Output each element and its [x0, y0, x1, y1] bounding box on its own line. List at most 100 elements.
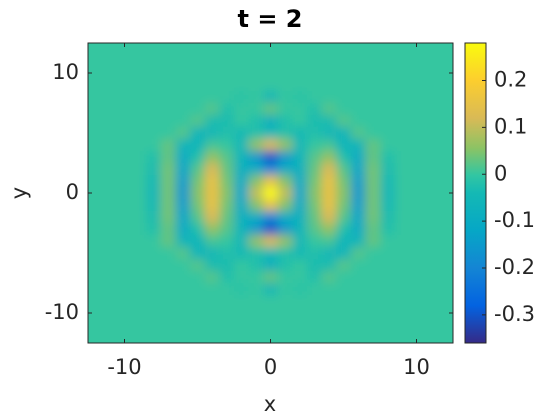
heatmap-cell — [380, 91, 396, 104]
heatmap-cell — [409, 103, 425, 116]
heatmap-cell — [234, 91, 250, 104]
heatmap-cell — [380, 187, 396, 200]
heatmap-cell — [336, 163, 352, 176]
heatmap-cell — [102, 223, 118, 236]
heatmap-cell — [117, 103, 133, 116]
heatmap-cell — [190, 259, 206, 272]
heatmap-cell — [380, 259, 396, 272]
heatmap-cell — [161, 259, 177, 272]
heatmap-cell — [175, 283, 191, 296]
heatmap-cell — [248, 127, 264, 140]
heatmap-cell — [263, 115, 279, 128]
heatmap-cell — [234, 283, 250, 296]
heatmap-cell — [409, 259, 425, 272]
heatmap-cell — [175, 67, 191, 80]
heatmap-cell — [292, 151, 308, 164]
heatmap-cell — [307, 283, 323, 296]
heatmap-cell — [102, 79, 118, 92]
heatmap-cell — [146, 259, 162, 272]
heatmap-cell — [380, 175, 396, 188]
heatmap-cell — [234, 211, 250, 224]
heatmap-cell — [409, 223, 425, 236]
heatmap-cell — [365, 211, 381, 224]
heatmap-cell — [292, 103, 308, 116]
heatmap-cell — [307, 79, 323, 92]
heatmap-cell — [204, 199, 220, 212]
heatmap-cell — [394, 139, 410, 152]
heatmap-cell — [336, 55, 352, 68]
heatmap-cell — [438, 43, 453, 56]
heatmap-cell — [117, 91, 133, 104]
heatmap-cell — [263, 199, 279, 212]
heatmap-cell — [234, 307, 250, 320]
heatmap-cell — [146, 163, 162, 176]
heatmap-cell — [423, 175, 439, 188]
heatmap-cell — [219, 151, 235, 164]
heatmap-cell — [321, 103, 337, 116]
heatmap-cell — [204, 175, 220, 188]
heatmap-cell — [117, 187, 133, 200]
heatmap-cell — [248, 151, 264, 164]
heatmap-cell — [321, 79, 337, 92]
heatmap-cell — [190, 79, 206, 92]
heatmap-cell — [146, 127, 162, 140]
x-tick-label: -10 — [107, 355, 141, 379]
heatmap-cell — [394, 247, 410, 260]
heatmap-cell — [365, 115, 381, 128]
heatmap-cell — [365, 151, 381, 164]
heatmap-cell — [161, 91, 177, 104]
heatmap-cell — [409, 175, 425, 188]
heatmap-cell — [234, 295, 250, 308]
heatmap-cell — [307, 271, 323, 284]
heatmap-cell — [423, 271, 439, 284]
heatmap-cell — [277, 163, 293, 176]
heatmap-cell — [321, 295, 337, 308]
heatmap-cell — [423, 307, 439, 320]
heatmap-cell — [380, 319, 396, 332]
heatmap-cell — [409, 319, 425, 332]
heatmap-cell — [190, 319, 206, 332]
heatmap-cell — [380, 271, 396, 284]
heatmap-cell — [336, 319, 352, 332]
heatmap-cell — [190, 223, 206, 236]
heatmap-cell — [131, 151, 147, 164]
heatmap-cell — [292, 247, 308, 260]
heatmap-cell — [394, 283, 410, 296]
heatmap-cell — [350, 175, 366, 188]
heatmap-cell — [263, 67, 279, 80]
heatmap-cell — [234, 163, 250, 176]
heatmap-cell — [292, 307, 308, 320]
heatmap-cell — [161, 307, 177, 320]
heatmap-cell — [190, 247, 206, 260]
heatmap-cell — [409, 247, 425, 260]
heatmap-cell — [321, 139, 337, 152]
heatmap-cell — [204, 163, 220, 176]
heatmap-cell — [336, 151, 352, 164]
heatmap-cell — [131, 295, 147, 308]
heatmap-cell — [336, 223, 352, 236]
y-tick-label: 10 — [52, 60, 79, 84]
heatmap-cell — [219, 103, 235, 116]
heatmap-cell — [277, 271, 293, 284]
heatmap-cell — [219, 199, 235, 212]
colorbar-tick-label: 0.1 — [494, 114, 527, 138]
heatmap-cell — [380, 235, 396, 248]
heatmap-cell — [336, 79, 352, 92]
heatmap-cell — [365, 199, 381, 212]
heatmap-cell — [277, 79, 293, 92]
heatmap-cell — [423, 295, 439, 308]
heatmap-cell — [292, 175, 308, 188]
heatmap-cell — [234, 79, 250, 92]
heatmap-cell — [423, 235, 439, 248]
heatmap-cell — [423, 163, 439, 176]
heatmap-cell — [321, 283, 337, 296]
heatmap-cell — [380, 295, 396, 308]
heatmap-cell — [350, 283, 366, 296]
colorbar-tick-label: -0.2 — [494, 255, 535, 279]
heatmap-cell — [394, 151, 410, 164]
heatmap-cell — [131, 91, 147, 104]
heatmap-cell — [423, 151, 439, 164]
heatmap-cell — [175, 175, 191, 188]
heatmap-cell — [219, 139, 235, 152]
heatmap-cell — [394, 223, 410, 236]
